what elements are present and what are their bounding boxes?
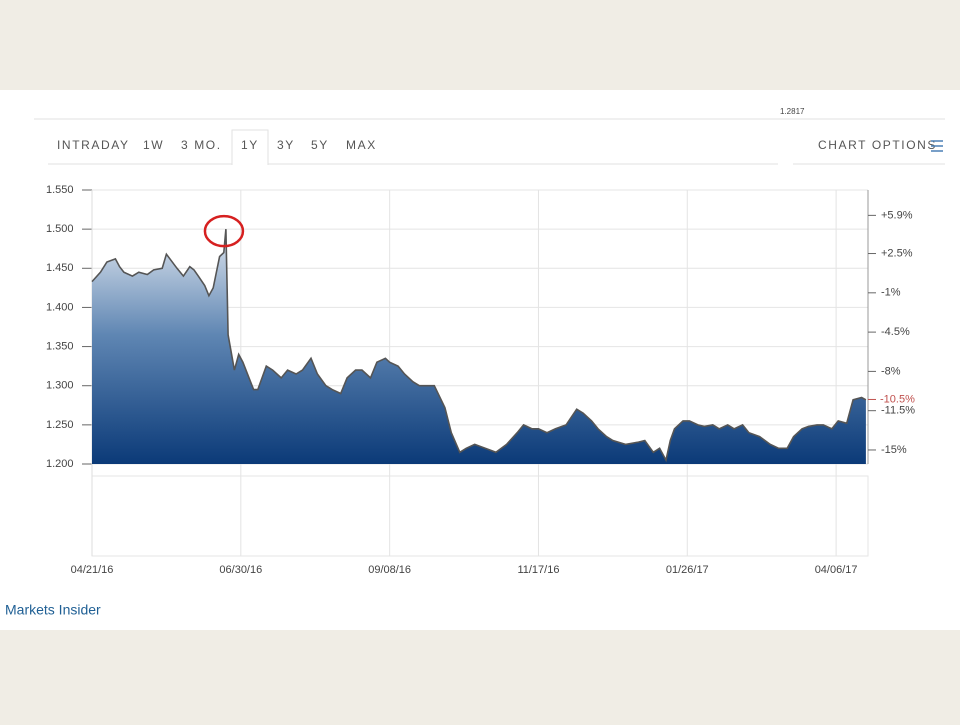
x-tick-label: 06/30/16: [219, 564, 262, 576]
y-tick-label: 1.400: [46, 301, 74, 313]
tab[interactable]: 1W: [143, 138, 164, 152]
line: [91, 229, 867, 463]
tab[interactable]: MAX: [346, 138, 377, 152]
current-label: -10.5%: [880, 393, 915, 405]
tab[interactable]: 3Y: [277, 138, 295, 152]
plot: 04/21/16 06/30/16 09/08/16 11/17/16 01/26/17…: [46, 184, 915, 576]
selected-tab-box: [231, 129, 269, 165]
tab[interactable]: 5Y: [311, 138, 329, 152]
y2-tick-label: -15%: [881, 444, 907, 456]
x-tick-label: 04/06/17: [815, 564, 858, 576]
header-value: 1.2817: [780, 107, 805, 116]
highlight-circle: [203, 214, 245, 248]
x-tick-label: 11/17/16: [517, 564, 559, 576]
x-tick-label: 09/08/16: [368, 564, 411, 576]
y2-tick-label: -11.5%: [881, 405, 915, 417]
y-tick-label: 1.350: [46, 340, 74, 352]
y-tick-label: 1.200: [46, 458, 74, 470]
y-tick-label: 1.300: [46, 380, 74, 392]
menu-icon[interactable]: [931, 140, 943, 152]
y2-tick-label: -4.5%: [881, 326, 910, 338]
chart-options[interactable]: CHART OPTIONS: [818, 138, 937, 152]
y-tick-label: 1.550: [46, 184, 74, 196]
x-tick-label: 04/21/16: [71, 564, 114, 576]
y2-tick-label: -1%: [881, 287, 901, 299]
y-tick-label: 1.500: [46, 223, 74, 235]
y2-tick-label: -8%: [881, 365, 901, 377]
y-tick-label: 1.250: [46, 419, 74, 431]
source: Markets Insider: [5, 602, 101, 618]
y2-tick-label: +2.5%: [881, 247, 913, 259]
y2-tick-label: +5.9%: [881, 209, 913, 221]
x-tick-label: 01/26/17: [666, 564, 709, 576]
tab[interactable]: 1Y: [241, 138, 259, 152]
area: [92, 229, 866, 464]
tab[interactable]: 3 MO.: [181, 138, 222, 152]
tab[interactable]: INTRADAY: [57, 138, 130, 152]
tabs: INTRADAY 1W 3 MO. 1Y 3Y 5Y MAX: [57, 129, 377, 165]
y-tick-label: 1.450: [46, 262, 74, 274]
